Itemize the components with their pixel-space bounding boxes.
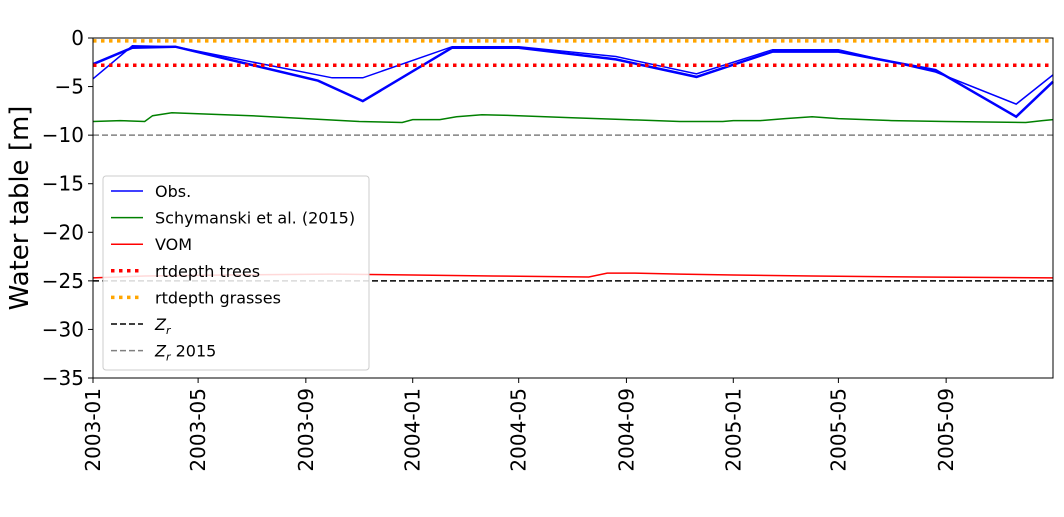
legend-box — [102, 175, 370, 371]
y-axis: 0 −5 −10 −15 −20 −25 −30 −35 — [42, 26, 93, 390]
legend-label: Obs. — [155, 182, 191, 201]
series-line-2 — [92, 112, 1054, 124]
y-tick-label: −35 — [42, 366, 84, 390]
series-line-1 — [92, 45, 1054, 119]
legend-label: VOM — [155, 235, 192, 254]
x-tick-label: 2004-09 — [614, 388, 638, 472]
x-axis: 2003-01 2003-05 2003-09 2004-01 2004-05 2004-… — [81, 378, 958, 472]
y-tick-label: −30 — [42, 317, 84, 341]
x-tick-label: 2003-01 — [81, 388, 105, 472]
legend: Obs. Schymanski et al. (2015) VOM rtdepth t… — [102, 175, 370, 371]
legend-label: Zr 2015 — [154, 342, 216, 364]
x-tick-label: 2004-01 — [401, 388, 425, 472]
y-tick-label: −10 — [42, 123, 84, 147]
x-tick-label: 2005-09 — [934, 388, 958, 472]
x-tick-label: 2003-05 — [186, 388, 210, 472]
y-tick-label: −15 — [42, 172, 84, 196]
legend-label: Zr — [154, 315, 172, 337]
x-tick-label: 2005-01 — [721, 388, 745, 472]
legend-label: Schymanski et al. (2015) — [155, 209, 355, 228]
x-tick-label: 2005-05 — [826, 388, 850, 472]
y-tick-label: 0 — [71, 26, 84, 50]
y-tick-label: −20 — [42, 220, 84, 244]
plot-area-frame — [92, 37, 1054, 379]
y-tick-label: −25 — [42, 269, 84, 293]
legend-label: rtdepth grasses — [155, 288, 281, 307]
y-tick-label: −5 — [55, 75, 84, 99]
x-tick-label: 2004-05 — [507, 388, 531, 472]
y-axis-label: Water table [m] — [5, 106, 35, 311]
x-tick-label: 2003-09 — [294, 388, 318, 472]
legend-label: rtdepth trees — [155, 262, 260, 281]
